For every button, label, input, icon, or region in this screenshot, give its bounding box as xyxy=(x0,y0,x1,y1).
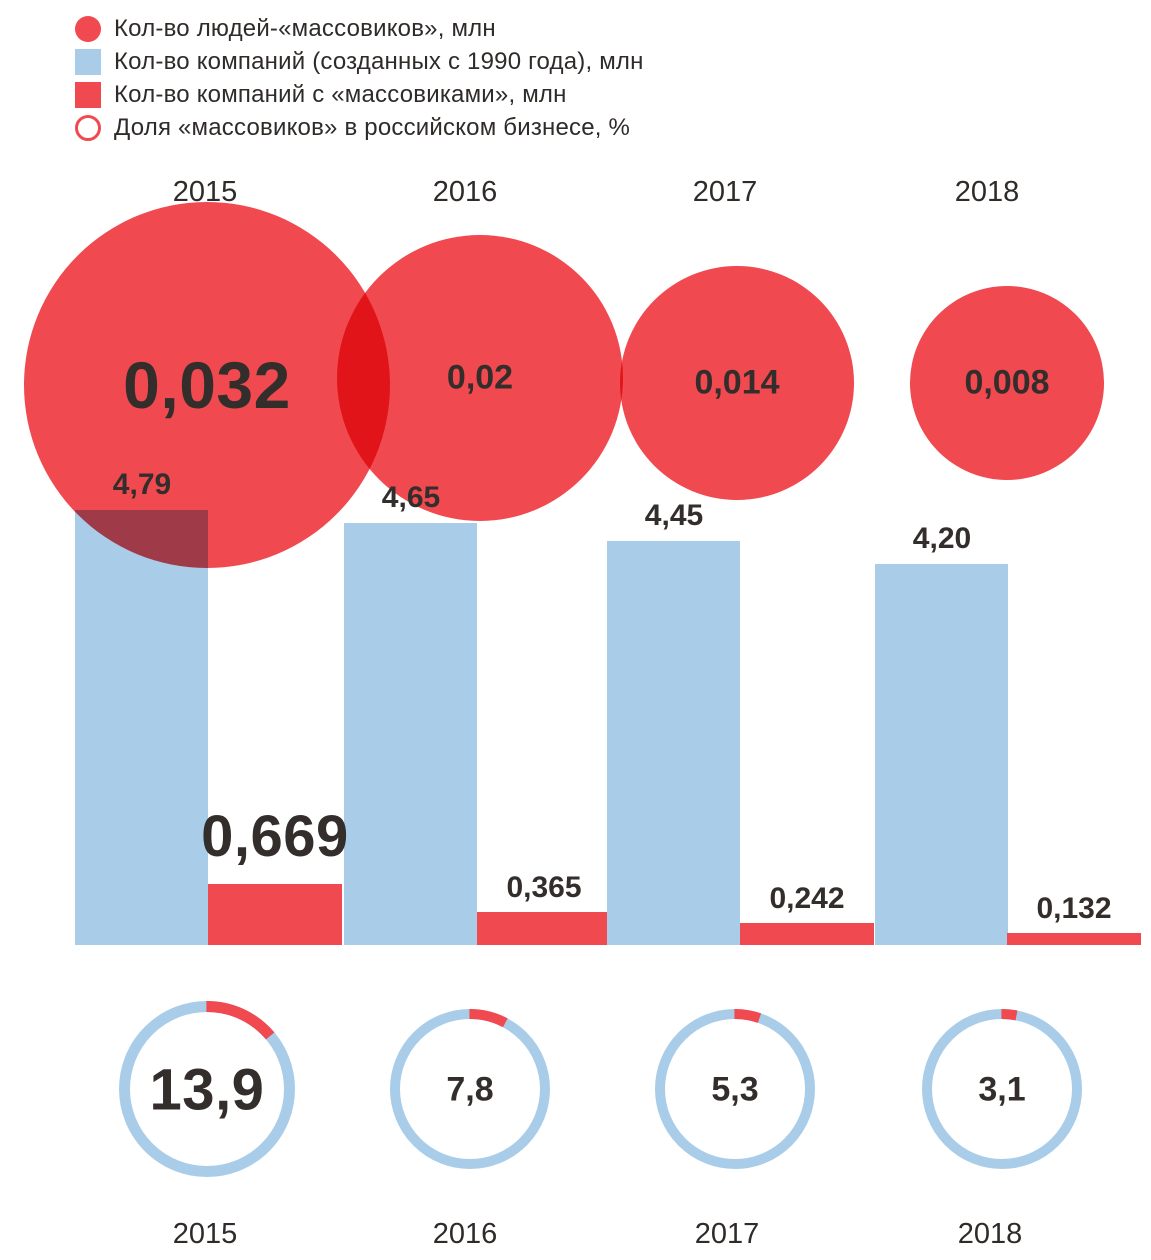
people-bubble xyxy=(24,202,390,568)
year-label-top: 2018 xyxy=(954,176,1020,208)
people-bubble-value: 0,032 xyxy=(123,348,291,422)
donut-share-arc xyxy=(655,1009,815,1169)
legend-item: Кол-во компаний (созданных с 1990 года),… xyxy=(75,49,644,75)
companies-bar-value: 4,45 xyxy=(644,499,704,532)
share-donut xyxy=(390,1009,550,1169)
legend-item: Доля «массовиков» в российском бизнесе, … xyxy=(75,115,644,141)
mass-companies-bar xyxy=(477,912,611,945)
year-label-bottom: 2018 xyxy=(957,1218,1023,1250)
legend-item: Кол-во людей-«массовиков», млн xyxy=(75,16,644,42)
people-bubble xyxy=(337,235,623,521)
mass-companies-bar xyxy=(208,884,342,945)
year-label-bottom: 2017 xyxy=(694,1218,760,1250)
companies-bar xyxy=(875,564,1008,945)
legend-label: Кол-во людей-«массовиков», млн xyxy=(114,15,496,42)
share-donut xyxy=(119,1001,295,1177)
mass-companies-bar xyxy=(1007,933,1141,945)
legend-blue-square-icon xyxy=(75,49,101,75)
legend-item: Кол-во компаний с «массовиками», млн xyxy=(75,82,644,108)
share-donut xyxy=(655,1009,815,1169)
companies-bar-value: 4,79 xyxy=(112,468,172,501)
legend-label: Кол-во компаний (созданных с 1990 года),… xyxy=(114,48,644,75)
donut-share-arc xyxy=(922,1009,1082,1169)
legend-label: Доля «массовиков» в российском бизнесе, … xyxy=(114,114,631,141)
share-value: 13,9 xyxy=(149,1057,265,1123)
year-label-bottom: 2015 xyxy=(172,1218,238,1250)
donut-share-arc xyxy=(390,1009,550,1169)
people-bubble-value: 0,02 xyxy=(446,358,514,397)
legend-label: Кол-во компаний с «массовиками», млн xyxy=(114,81,567,108)
share-value: 5,3 xyxy=(711,1070,759,1109)
year-label-bottom: 2016 xyxy=(432,1218,498,1250)
companies-bar xyxy=(344,523,477,945)
donut-share-arc xyxy=(119,1001,295,1177)
companies-bar xyxy=(75,510,208,945)
companies-bar xyxy=(607,541,740,945)
people-bubble-value: 0,008 xyxy=(964,363,1050,402)
year-label-top: 2016 xyxy=(432,176,498,208)
legend-red-circle-icon xyxy=(75,16,101,42)
mass-companies-bar-value: 0,242 xyxy=(769,882,845,915)
legend-red-square-icon xyxy=(75,82,101,108)
share-value: 7,8 xyxy=(446,1070,494,1109)
people-bubble xyxy=(620,266,854,500)
companies-bar-value: 4,20 xyxy=(912,522,972,555)
year-label-top: 2015 xyxy=(172,176,238,208)
people-bubble xyxy=(910,286,1104,480)
companies-bar-value: 4,65 xyxy=(381,481,441,514)
share-value: 3,1 xyxy=(978,1070,1026,1109)
legend: Кол-во людей-«массовиков», млн Кол-во ко… xyxy=(75,16,644,141)
people-bubble-value: 0,014 xyxy=(694,363,780,402)
year-label-top: 2017 xyxy=(692,176,758,208)
mass-companies-bar xyxy=(740,923,874,945)
legend-red-ring-icon xyxy=(75,115,101,141)
mass-companies-bar-value: 0,132 xyxy=(1036,892,1112,925)
mass-companies-bar-value: 0,669 xyxy=(201,804,349,869)
share-donut xyxy=(922,1009,1082,1169)
mass-companies-bar-value: 0,365 xyxy=(506,871,582,904)
